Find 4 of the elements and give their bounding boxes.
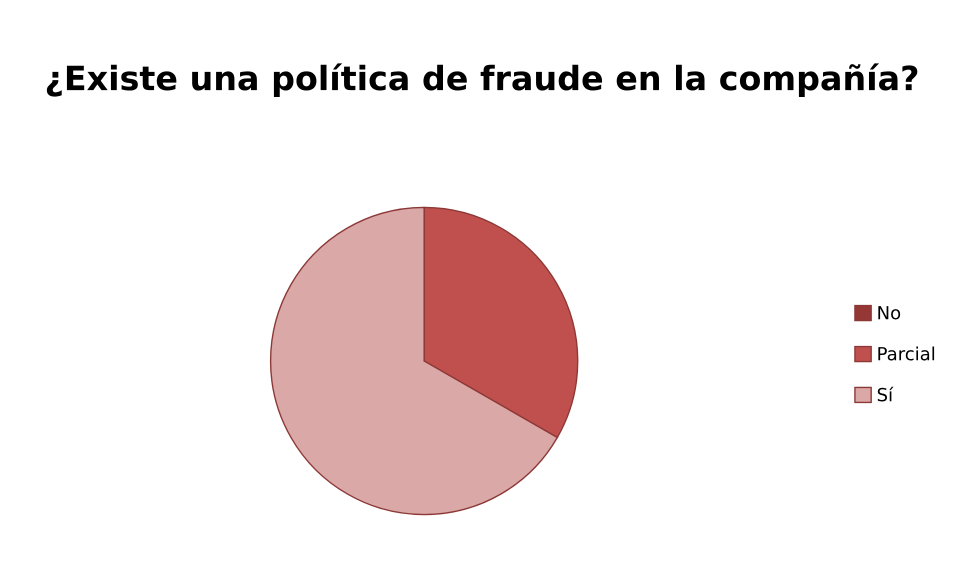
legend-label: No	[878, 306, 900, 320]
legend-label: Parcial	[878, 346, 934, 360]
chart-title: ¿Existe una política de fraude en la compañía?	[46, 63, 918, 98]
legend-label: Sí	[878, 386, 894, 402]
